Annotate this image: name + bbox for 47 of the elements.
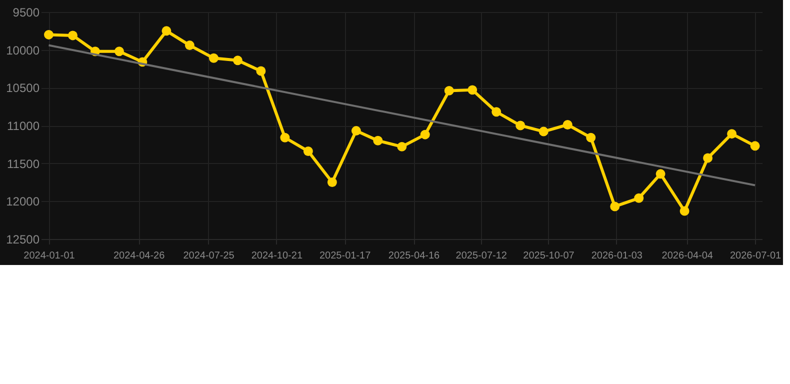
point [327, 178, 337, 187]
y-tick-label: 11000 [7, 119, 40, 133]
point [516, 120, 526, 130]
x-tick-label: 2024-04-26 [114, 250, 166, 262]
x-tick-label: 2026-01-03 [591, 250, 643, 262]
point [68, 30, 78, 40]
y-tick-label: 10500 [6, 81, 40, 96]
point [680, 206, 690, 216]
point [634, 193, 644, 203]
y-tick-label: 10000 [6, 43, 40, 58]
point [373, 136, 383, 146]
x-tick-label: 2026-07-01 [730, 250, 782, 262]
point [256, 66, 266, 76]
point [727, 129, 737, 139]
point [468, 85, 478, 95]
y-tick-label: 9500 [12, 6, 40, 20]
y-tick-label: 12000 [6, 194, 40, 209]
point [184, 40, 194, 50]
point [562, 120, 572, 130]
x-tick-label: 2024-07-25 [183, 250, 235, 262]
point [538, 126, 548, 136]
point [610, 202, 620, 212]
point [703, 153, 713, 163]
point [750, 141, 760, 151]
point [303, 146, 313, 156]
point [44, 30, 54, 40]
point [656, 169, 666, 179]
x-tick-label: 2024-10-21 [251, 250, 303, 262]
x-tick-label: 2025-04-16 [388, 250, 440, 262]
x-tick-label: 2025-01-17 [320, 250, 372, 262]
y-tick-label: 12500 [6, 232, 40, 246]
point [162, 26, 172, 36]
point [586, 132, 596, 142]
x-tick-label: 2026-04-04 [662, 250, 714, 262]
point [114, 46, 124, 56]
x-tick-label: 2024-01-01 [24, 250, 76, 262]
point [420, 130, 430, 140]
point [492, 107, 502, 117]
point [280, 132, 290, 142]
point [208, 53, 218, 63]
y-tick-label: 11500 [7, 156, 40, 171]
point [397, 142, 407, 152]
point [444, 86, 454, 96]
point [351, 126, 361, 136]
point [232, 56, 242, 66]
x-tick-label: 2025-10-07 [523, 250, 575, 262]
x-tick-label: 2025-07-12 [456, 250, 508, 262]
